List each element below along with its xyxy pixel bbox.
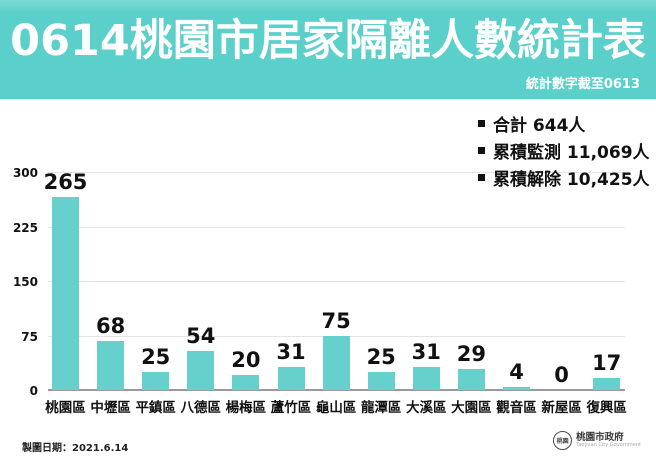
x-label-觀音區: 觀音區 — [496, 400, 537, 416]
bar-楊梅區 — [232, 375, 260, 390]
bullet-square-icon — [478, 147, 485, 154]
summary-item-text: 累積解除 10,425人 — [493, 170, 650, 190]
x-label-平鎮區: 平鎮區 — [135, 400, 176, 416]
bar-value-桃園區: 265 — [43, 170, 88, 195]
x-label-中壢區: 中壢區 — [90, 400, 131, 416]
bar-value-楊梅區: 20 — [231, 348, 261, 373]
x-label-大園區: 大園區 — [451, 400, 492, 416]
bar-value-蘆竹區: 31 — [276, 340, 306, 365]
x-label-新屋區: 新屋區 — [541, 400, 582, 416]
x-label-龜山區: 龜山區 — [315, 400, 357, 416]
x-label-大溪區: 大溪區 — [406, 400, 447, 416]
bar-觀音區 — [503, 387, 530, 390]
x-label-復興區: 復興區 — [586, 400, 627, 416]
summary-item-text: 累積監測 11,069人 — [493, 143, 650, 163]
bullet-square-icon — [478, 120, 485, 127]
summary-item-0: 合計 644人 — [478, 110, 650, 137]
x-axis-baseline — [48, 389, 625, 391]
bar-value-龍潭區: 25 — [366, 344, 396, 369]
y-tick-225: 225 — [12, 220, 38, 235]
bar-value-中壢區: 68 — [95, 313, 126, 338]
bar-value-八德區: 54 — [186, 323, 216, 348]
chart-date: 製圖日期：2021.6.14 — [22, 443, 129, 454]
gridline-150 — [48, 281, 625, 282]
summary-item-2: 累積解除 10,425人 — [478, 164, 650, 191]
bar-龜山區 — [322, 335, 350, 390]
x-label-八德區: 八德區 — [180, 400, 222, 416]
y-tick-150: 150 — [12, 275, 38, 289]
bar-蘆竹區 — [277, 367, 305, 390]
gridline-225 — [48, 226, 625, 228]
bar-value-復興區: 17 — [592, 350, 622, 375]
summary-item-1: 累積監測 11,069人 — [478, 137, 650, 164]
x-label-桃園區: 桃園區 — [45, 400, 86, 416]
y-axis: 0 75 150 225 300 — [0, 167, 40, 397]
y-tick-0: 0 — [29, 384, 38, 398]
bullet-square-icon — [478, 174, 485, 181]
logo-text-block: 桃園市政府 Taoyuan City Government — [576, 431, 641, 449]
page-title: 0614桃園市居家隔離人數統計表 — [10, 16, 646, 66]
x-label-龍潭區: 龍潭區 — [360, 400, 402, 416]
y-tick-75: 75 — [21, 329, 38, 344]
bar-復興區 — [593, 377, 621, 390]
bar-大溪區 — [412, 367, 440, 390]
taoyuan-gov-logo: 桃園 桃園市政府 Taoyuan City Government — [553, 431, 641, 450]
summary-item-text: 合計 644人 — [493, 116, 586, 136]
logo-subtext: Taoyuan City Government — [576, 441, 641, 448]
gov-seal-icon: 桃園 — [553, 431, 573, 450]
bar-中壢區 — [97, 340, 125, 390]
x-label-楊梅區: 楊梅區 — [225, 400, 267, 416]
logo-name: 桃園市政府 — [576, 431, 624, 443]
bar-桃園區 — [52, 197, 79, 390]
bar-value-新屋區: 0 — [554, 363, 569, 387]
bar-平鎮區 — [142, 371, 170, 390]
bar-value-觀音區: 4 — [509, 360, 524, 385]
bar-大園區 — [457, 368, 485, 390]
bar-value-平鎮區: 25 — [141, 344, 171, 369]
y-tick-300: 300 — [12, 166, 38, 180]
x-label-蘆竹區: 蘆竹區 — [270, 400, 312, 416]
bar-龍潭區 — [367, 371, 395, 390]
summary-legend: 合計 644人累積監測 11,069人 累積解除 10,425人 — [478, 110, 650, 191]
bar-chart-plot: 265 桃園區 68 中壢區 25 平鎮區 54 八德區 20 楊梅區 31 蘆竹區 75 龜山區 25 龍潭… — [44, 172, 627, 416]
bar-八德區 — [187, 350, 215, 390]
gridline-300 — [48, 172, 625, 173]
bar-value-大園區: 29 — [456, 341, 486, 366]
header-banner: 0614桃園市居家隔離人數統計表 統計數字截至0613 — [0, 0, 656, 99]
header-subtitle: 統計數字截至0613 — [525, 77, 640, 92]
bar-value-大溪區: 31 — [411, 340, 441, 365]
bar-value-龜山區: 75 — [321, 308, 351, 333]
